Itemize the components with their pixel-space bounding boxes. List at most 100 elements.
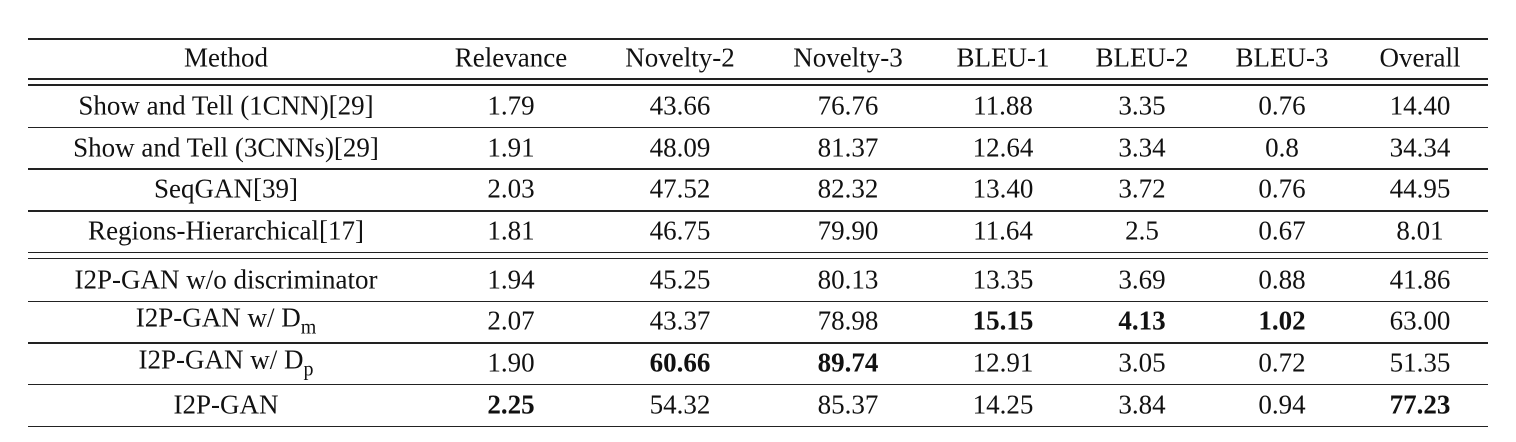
value-cell-text: 1.91 — [487, 132, 535, 163]
value-cell: 8.01 — [1396, 215, 1443, 246]
value-cell: 46.75 — [650, 215, 711, 246]
value-cell: 78.98 — [818, 306, 879, 337]
column-header-text: BLEU-1 — [956, 42, 1050, 73]
value-cell: 60.66 — [650, 348, 711, 379]
value-cell-text: 1.94 — [487, 264, 535, 295]
value-cell-text: 3.05 — [1118, 347, 1166, 378]
column-header-text: Overall — [1379, 42, 1461, 73]
value-cell: 63.00 — [1390, 306, 1451, 337]
value-cell-text: 3.84 — [1118, 389, 1166, 420]
value-cell: 3.05 — [1118, 348, 1165, 379]
value-cell-text: 43.37 — [649, 305, 711, 336]
column-header: Overall — [1380, 43, 1461, 74]
value-cell: 48.09 — [650, 132, 711, 163]
value-cell-text: 11.64 — [973, 215, 1033, 246]
value-cell: 76.76 — [818, 90, 879, 121]
method-cell: Show and Tell (1CNN)[29] — [78, 90, 373, 121]
value-cell-text: 13.40 — [972, 173, 1034, 204]
value-cell: 2.5 — [1125, 215, 1159, 246]
method-cell-text: I2P-GAN w/ D — [135, 302, 301, 333]
rule-line — [28, 257, 1488, 260]
value-cell: 43.66 — [650, 90, 711, 121]
column-header: Method — [184, 43, 268, 74]
value-cell: 1.94 — [487, 264, 534, 295]
value-cell-text: 0.88 — [1258, 264, 1306, 295]
method-cell: SeqGAN[39] — [154, 174, 298, 205]
value-cell: 82.32 — [818, 174, 879, 205]
value-cell-text: 82.32 — [817, 173, 879, 204]
value-cell: 15.15 — [973, 306, 1034, 337]
value-cell: 0.76 — [1258, 90, 1305, 121]
method-cell-text: Show and Tell (3CNNs)[29] — [73, 132, 379, 163]
value-cell-text: 63.00 — [1389, 305, 1451, 336]
method-cell-text: I2P-GAN — [173, 389, 279, 420]
value-cell-text: 48.09 — [649, 132, 711, 163]
value-cell: 85.37 — [818, 389, 879, 420]
rule-line — [28, 251, 1488, 254]
value-cell: 81.37 — [818, 132, 879, 163]
value-cell-text: 1.90 — [487, 347, 535, 378]
value-cell-text: 0.94 — [1258, 389, 1306, 420]
value-cell: 0.94 — [1258, 389, 1305, 420]
method-cell: Show and Tell (3CNNs)[29] — [73, 132, 379, 163]
method-cell: I2P-GAN w/o discriminator — [75, 264, 378, 295]
value-cell: 45.25 — [650, 264, 711, 295]
value-cell-text: 78.98 — [817, 305, 879, 336]
value-cell: 3.69 — [1118, 264, 1165, 295]
value-cell: 80.13 — [818, 264, 879, 295]
value-cell-text: 45.25 — [649, 264, 711, 295]
value-cell: 14.40 — [1390, 90, 1451, 121]
value-cell-text: 4.13 — [1118, 305, 1166, 336]
value-cell: 4.13 — [1118, 306, 1165, 337]
value-cell-text: 8.01 — [1396, 215, 1444, 246]
column-header: Relevance — [455, 43, 567, 74]
rule-line — [28, 84, 1488, 86]
rule-line — [28, 38, 1488, 40]
value-cell: 1.90 — [487, 348, 534, 379]
column-header: BLEU-2 — [1096, 43, 1189, 74]
value-cell: 77.23 — [1390, 389, 1451, 420]
value-cell-text: 0.76 — [1258, 90, 1306, 121]
value-cell-text: 12.91 — [972, 347, 1034, 378]
rule-line — [28, 300, 1488, 302]
value-cell-text: 80.13 — [817, 264, 879, 295]
value-cell: 89.74 — [818, 348, 879, 379]
column-header: BLEU-1 — [957, 43, 1050, 74]
rule-line — [28, 78, 1488, 80]
value-cell: 0.72 — [1258, 348, 1305, 379]
value-cell: 3.34 — [1118, 132, 1165, 163]
value-cell-text: 1.79 — [487, 90, 535, 121]
value-cell: 14.25 — [973, 389, 1034, 420]
method-cell: Regions-Hierarchical[17] — [88, 215, 364, 246]
value-cell-text: 14.25 — [972, 389, 1034, 420]
value-cell-text: 79.90 — [817, 215, 879, 246]
value-cell: 79.90 — [818, 215, 879, 246]
value-cell: 3.35 — [1118, 90, 1165, 121]
column-header-text: BLEU-3 — [1235, 42, 1329, 73]
value-cell: 0.8 — [1265, 132, 1299, 163]
method-cell-text: Regions-Hierarchical[17] — [88, 215, 364, 246]
column-header-text: Novelty-2 — [625, 42, 735, 73]
column-header: Novelty-2 — [625, 43, 734, 74]
value-cell-text: 3.72 — [1118, 173, 1166, 204]
column-header-text: Method — [184, 42, 268, 73]
value-cell-text: 2.25 — [487, 389, 535, 420]
value-cell: 43.37 — [650, 306, 711, 337]
rule-line — [28, 383, 1488, 386]
rule-line — [28, 210, 1488, 212]
value-cell-text: 2.5 — [1125, 215, 1159, 246]
value-cell-text: 34.34 — [1389, 132, 1451, 163]
column-header-text: Novelty-3 — [793, 42, 903, 73]
value-cell-text: 11.88 — [973, 90, 1033, 121]
method-cell: I2P-GAN w/ Dp — [139, 345, 314, 382]
value-cell: 51.35 — [1390, 348, 1451, 379]
value-cell-text: 44.95 — [1389, 173, 1451, 204]
value-cell-text: 85.37 — [817, 389, 879, 420]
column-header-text: Relevance — [454, 42, 568, 73]
value-cell: 3.72 — [1118, 174, 1165, 205]
value-cell-text: 81.37 — [817, 132, 879, 163]
value-cell-text: 89.74 — [817, 347, 879, 378]
value-cell-text: 0.72 — [1258, 347, 1306, 378]
value-cell: 13.35 — [973, 264, 1034, 295]
